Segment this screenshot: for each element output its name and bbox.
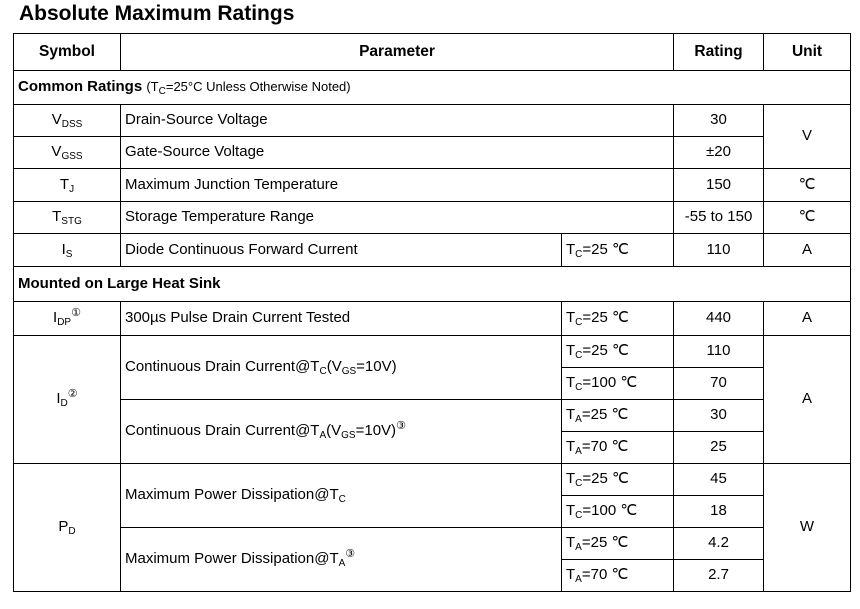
symbol-pd: PD <box>13 463 121 592</box>
symbol-idp: IDP① <box>13 301 121 336</box>
unit-tstg: ℃ <box>763 201 852 234</box>
unit-voltage: V <box>763 104 852 169</box>
section-row-mounted: Mounted on Large Heat Sink <box>12 266 852 302</box>
cond-pd-tc-100: TC=100 ℃ <box>560 495 675 528</box>
cond-id-tc-25: TC=25 ℃ <box>560 335 675 368</box>
unit-idp: A <box>763 301 852 336</box>
param-id-tc: Continuous Drain Current@TC(VGS=10V) <box>120 335 562 400</box>
table-row: VDSS Drain-Source Voltage 30 V <box>13 104 852 169</box>
table-row: Continuous Drain Current@TA(VGS=10V)③ TA… <box>14 399 851 464</box>
rating-pd-tc-100: 18 <box>673 495 765 528</box>
ratings-table-container: Symbol Parameter Rating Unit Common Rati… <box>12 33 852 601</box>
page-title: Absolute Maximum Ratings <box>19 2 295 25</box>
table-row: TJ Maximum Junction Temperature 150 ℃ <box>13 168 852 202</box>
cond-is: TC=25 ℃ <box>560 233 675 267</box>
table-row: VGSS Gate-Source Voltage ±20 <box>13 136 851 169</box>
rating-pd-tc-25: 45 <box>673 463 765 496</box>
table-row: PD Maximum Power Dissipation@TC TC=25 ℃ … <box>13 463 852 592</box>
symbol-is: IS <box>13 233 121 267</box>
cond-pd-tc-25: TC=25 ℃ <box>560 463 675 496</box>
rating-id-tc-100: 70 <box>673 367 765 400</box>
cond-pd-ta-70: TA=70 ℃ <box>560 559 675 592</box>
section-mounted: Mounted on Large Heat Sink <box>12 266 852 302</box>
ratings-table: Symbol Parameter Rating Unit Common Rati… <box>12 33 852 592</box>
param-tstg: Storage Temperature Range <box>119 201 675 234</box>
cond-id-ta-25: TA=25 ℃ <box>560 399 675 432</box>
table-row: ID② Continuous Drain Current@TC(VGS=10V)… <box>13 335 852 464</box>
unit-is: A <box>763 233 852 267</box>
header-unit: Unit <box>763 33 852 71</box>
rating-pd-ta-70: 2.7 <box>673 559 765 592</box>
table-header-row: Symbol Parameter Rating Unit <box>13 33 852 71</box>
param-id-ta: Continuous Drain Current@TA(VGS=10V)③ <box>120 399 562 464</box>
param-vgss: Gate-Source Voltage <box>119 136 675 169</box>
rating-pd-ta-25: 4.2 <box>673 527 765 560</box>
section-common-label: Common Ratings <box>18 78 143 96</box>
param-idp: 300µs Pulse Drain Current Tested <box>120 301 562 336</box>
symbol-vgss: VGSS <box>13 136 121 169</box>
section-common: Common Ratings (TC=25°C Unless Otherwise… <box>12 70 852 105</box>
rating-tstg: -55 to 150 <box>673 201 765 234</box>
header-symbol: Symbol <box>13 33 121 71</box>
rating-is: 110 <box>673 233 765 267</box>
cond-idp: TC=25 ℃ <box>560 301 675 336</box>
symbol-tj: TJ <box>13 168 121 202</box>
table-row: Maximum Power Dissipation@TA③ TA=25 ℃ 4.… <box>14 527 851 592</box>
unit-pd: W <box>763 463 852 592</box>
cond-id-tc-100: TC=100 ℃ <box>560 367 675 400</box>
rating-id-ta-70: 25 <box>673 431 765 464</box>
rating-id-tc-25: 110 <box>673 335 765 368</box>
unit-tj: ℃ <box>763 168 852 202</box>
symbol-id: ID② <box>13 335 121 464</box>
rating-id-ta-25: 30 <box>673 399 765 432</box>
param-vdss: Drain-Source Voltage <box>119 104 675 137</box>
table-row: TC=100 ℃ 70 <box>14 367 851 400</box>
param-tj: Maximum Junction Temperature <box>119 168 675 202</box>
table-row: TA=70 ℃ 2.7 <box>14 559 851 592</box>
rating-idp: 440 <box>673 301 765 336</box>
param-pd-ta: Maximum Power Dissipation@TA③ <box>120 527 562 592</box>
cond-pd-ta-25: TA=25 ℃ <box>560 527 675 560</box>
rating-vdss: 30 <box>673 104 765 137</box>
table-row: IDP① 300µs Pulse Drain Current Tested TC… <box>13 301 852 336</box>
param-is: Diode Continuous Forward Current <box>120 233 562 267</box>
section-common-note: (TC=25°C Unless Otherwise Noted) <box>146 79 351 98</box>
symbol-vdss: VDSS <box>13 104 121 137</box>
rating-tj: 150 <box>673 168 765 202</box>
header-rating: Rating <box>673 33 765 71</box>
table-row: IS Diode Continuous Forward Current TC=2… <box>13 233 852 267</box>
unit-id: A <box>763 335 852 464</box>
cond-id-ta-70: TA=70 ℃ <box>560 431 675 464</box>
section-row-common: Common Ratings (TC=25°C Unless Otherwise… <box>12 70 852 105</box>
rating-vgss: ±20 <box>673 136 765 169</box>
symbol-tstg: TSTG <box>13 201 121 234</box>
header-parameter: Parameter <box>119 33 675 71</box>
table-row: TSTG Storage Temperature Range -55 to 15… <box>13 201 852 234</box>
param-pd-tc: Maximum Power Dissipation@TC <box>120 463 562 528</box>
